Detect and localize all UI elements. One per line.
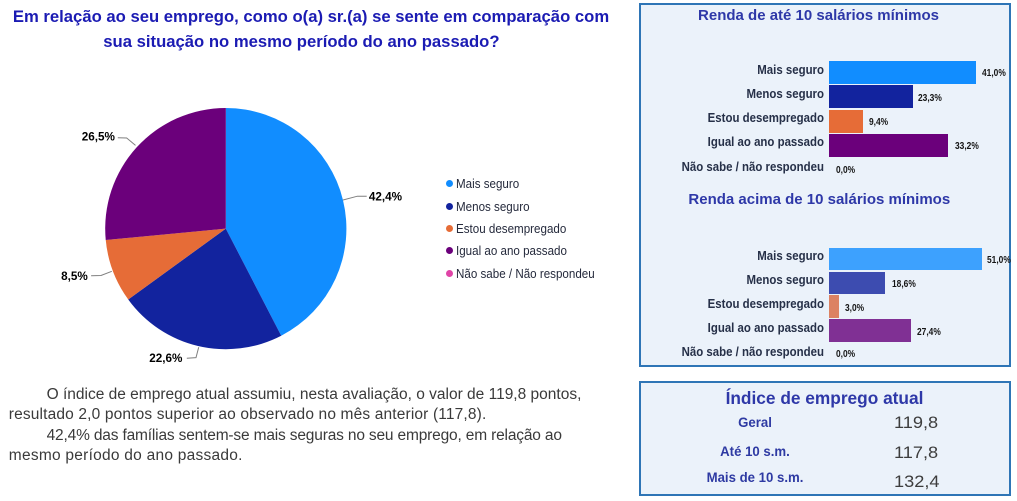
- svg-text:8,5%: 8,5%: [61, 270, 88, 283]
- svg-text:22,6%: 22,6%: [149, 352, 183, 365]
- svg-text:26,5%: 26,5%: [82, 131, 116, 144]
- svg-text:42,4%: 42,4%: [369, 191, 403, 204]
